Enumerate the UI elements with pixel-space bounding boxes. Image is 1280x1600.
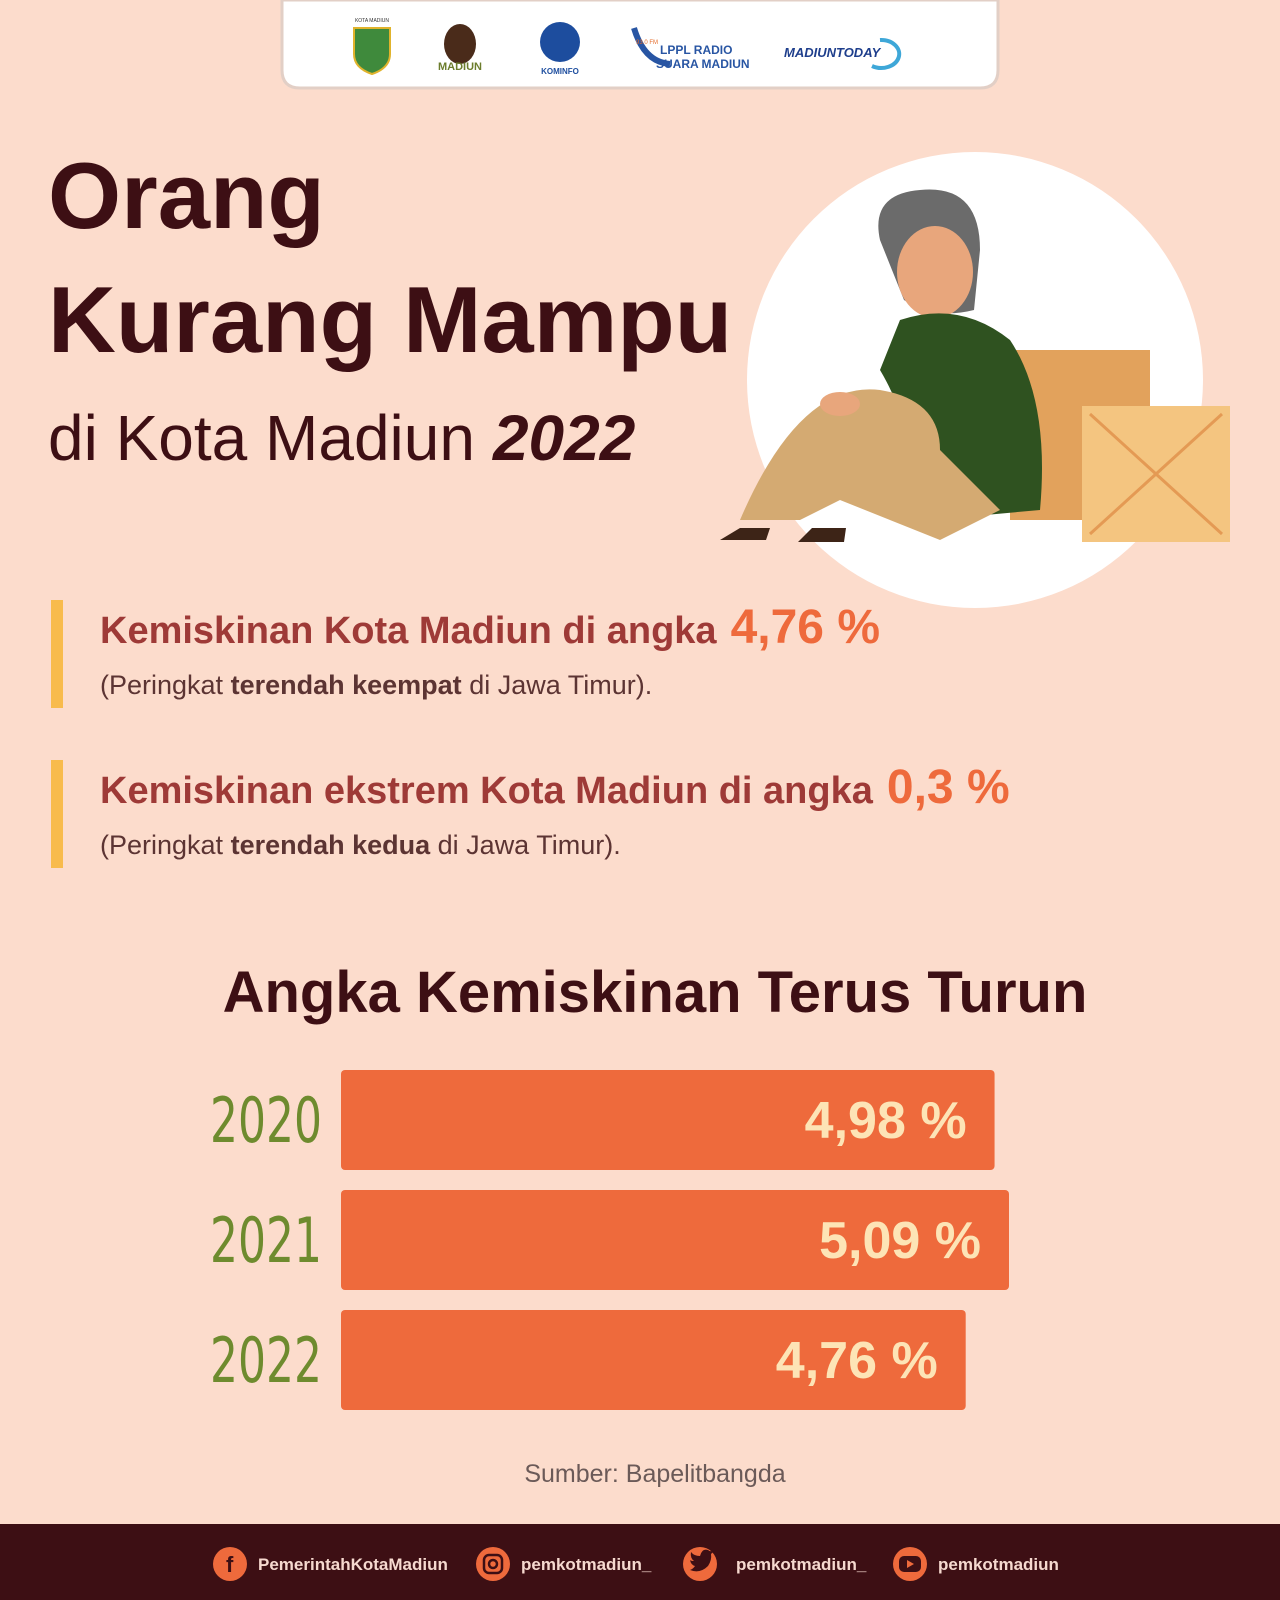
- category-label: 2022: [210, 1324, 322, 1397]
- stat-value: 0,3 %: [887, 761, 1010, 814]
- logo-text: MADIUNTODAY: [784, 45, 882, 60]
- bar-chart: 2020 4,98 % 2021 5,09 % 2022 4,76 %: [210, 1070, 1009, 1410]
- stat-note: (Peringkat terendah keempat di Jawa Timu…: [100, 670, 652, 700]
- bar: [341, 1190, 1009, 1290]
- illustration: [720, 152, 1230, 608]
- title-line: Orang: [48, 143, 325, 248]
- subtitle-text: di Kota Madiun: [48, 402, 475, 474]
- icon-glyph: [487, 1558, 499, 1570]
- bar: [341, 1310, 966, 1410]
- logo-figure: [444, 24, 476, 64]
- stat-note: (Peringkat terendah kedua di Jawa Timur)…: [100, 830, 621, 860]
- instagram-icon[interactable]: [476, 1547, 510, 1581]
- stat-headline: Kemiskinan Kota Madiun di angka 4,76 %: [100, 601, 880, 654]
- note-text: (Peringkat: [100, 830, 224, 860]
- bar-value-label: 4,98 %: [805, 1092, 967, 1150]
- bar-value-label: 4,76 %: [776, 1332, 938, 1390]
- logo-text: MADIUN: [438, 61, 482, 73]
- legs: [740, 389, 1000, 540]
- logo-text: LPPL RADIO: [660, 43, 732, 57]
- face: [897, 226, 973, 318]
- source: Sumber: Bapelitbangda: [524, 1460, 785, 1488]
- bar-value-label: 5,09 %: [819, 1212, 981, 1270]
- stat-text: Kemiskinan ekstrem Kota Madiun di angka: [100, 770, 874, 812]
- note-text: (Peringkat: [100, 670, 224, 700]
- note-text: di Jawa Timur).: [469, 670, 652, 700]
- title-line: Kurang Mampu: [48, 267, 732, 372]
- logo-shield: [353, 27, 391, 76]
- logo-text: 93.0 FM: [636, 40, 658, 46]
- note-bold: terendah keempat: [231, 670, 462, 700]
- bar: [341, 1070, 995, 1170]
- logo-swoosh: [871, 37, 902, 70]
- note-bold: terendah kedua: [231, 830, 432, 860]
- note-text: di Jawa Timur).: [438, 830, 621, 860]
- category-label: 2021: [210, 1204, 322, 1277]
- box-tape: [1088, 412, 1224, 536]
- subtitle-year: 2022: [492, 402, 635, 474]
- social-handle[interactable]: pemkotmadiun_: [521, 1555, 652, 1574]
- stat-value: 4,76 %: [731, 601, 880, 654]
- social-handle[interactable]: pemkotmadiun: [938, 1555, 1059, 1574]
- icon-glyph: [690, 1549, 714, 1572]
- logo-swoosh: [631, 27, 671, 67]
- facebook-icon[interactable]: [213, 1547, 247, 1581]
- logo-globe: [540, 22, 580, 62]
- chart-title: Angka Kemiskinan Terus Turun: [223, 960, 1088, 1025]
- accent-bar: [51, 600, 63, 708]
- accent-bar: [51, 760, 63, 868]
- logo-text: SUARA MADIUN: [656, 57, 750, 71]
- social-links: f PemerintahKotaMadiun pemkotmadiun_ pem…: [213, 1547, 1059, 1581]
- logo-text: KOTA MADIUN: [355, 18, 389, 24]
- logo-text: KOMINFO: [541, 67, 579, 76]
- category-label: 2020: [210, 1084, 322, 1157]
- stat-headline: Kemiskinan ekstrem Kota Madiun di angka 0…: [100, 761, 1010, 814]
- shoes: [720, 528, 846, 542]
- social-handle[interactable]: PemerintahKotaMadiun: [258, 1555, 448, 1574]
- social-handle[interactable]: pemkotmadiun_: [736, 1555, 867, 1574]
- icon-glyph: f: [226, 1552, 234, 1577]
- stat-text: Kemiskinan Kota Madiun di angka: [100, 610, 717, 652]
- icon-glyph: [482, 1553, 504, 1575]
- icon-glyph: [907, 1560, 914, 1568]
- subtitle: di Kota Madiun 2022: [48, 402, 635, 474]
- hands: [820, 392, 860, 416]
